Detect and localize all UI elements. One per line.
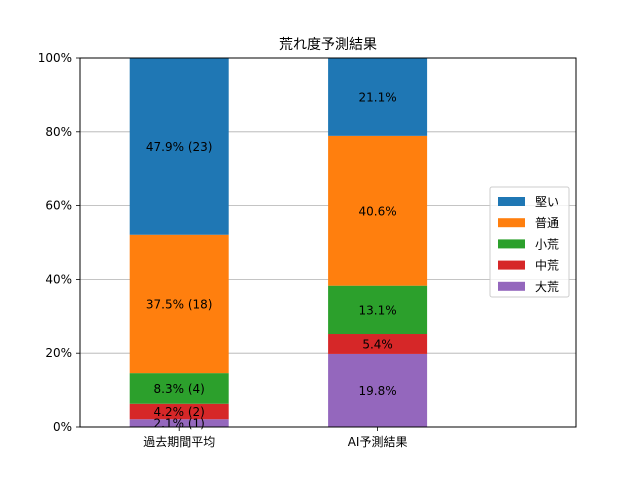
y-tick-label: 0% — [53, 420, 72, 434]
data-label: 8.3% (4) — [154, 382, 205, 396]
bar-segment — [129, 58, 229, 235]
y-tick-label: 100% — [38, 51, 72, 65]
data-label: 47.9% (23) — [146, 140, 213, 154]
legend-swatch — [498, 218, 525, 228]
bars — [129, 58, 428, 427]
bar-segment — [328, 334, 428, 354]
bar-segment — [129, 419, 229, 427]
bar-segment — [328, 353, 428, 427]
legend-label: 大荒 — [535, 280, 559, 294]
bar-segment — [328, 285, 428, 335]
data-labels: 2.1% (1)4.2% (2)8.3% (4)37.5% (18)47.9% … — [146, 90, 397, 430]
x-tick-label: 過去期間平均 — [143, 435, 215, 449]
bar-segment — [328, 58, 428, 136]
data-label: 13.1% — [359, 303, 397, 317]
data-label: 40.6% — [359, 204, 397, 218]
chart-title: 荒れ度予測結果 — [279, 37, 377, 53]
bar-segment — [129, 373, 229, 404]
bar-segment — [129, 234, 229, 374]
y-tick-label: 80% — [45, 125, 72, 139]
legend-label: 普通 — [535, 216, 559, 230]
y-tick-label: 60% — [45, 199, 72, 213]
legend-label: 堅い — [535, 195, 559, 209]
legend-label: 小荒 — [535, 237, 559, 251]
plot-frame — [79, 57, 577, 428]
y-tick-label: 20% — [45, 346, 72, 360]
legend-swatch — [498, 281, 525, 291]
legend-label: 中荒 — [535, 258, 559, 273]
axes: 0% 20% 40% 60% 80% 100% 過去期間平均 AI予測結果 — [38, 51, 408, 449]
data-label: 4.2% (2) — [154, 405, 205, 419]
legend-swatch — [498, 197, 525, 206]
bar-segment — [328, 135, 428, 286]
x-tick-label: AI予測結果 — [348, 435, 408, 449]
data-label: 21.1% — [359, 90, 397, 104]
legend-swatch — [498, 239, 525, 249]
bar-segment — [129, 403, 229, 420]
y-tick-label: 40% — [45, 272, 72, 286]
data-label: 5.4% — [362, 337, 393, 351]
data-label: 19.8% — [359, 384, 397, 398]
legend-swatch — [498, 260, 525, 270]
data-label: 37.5% (18) — [146, 297, 213, 311]
